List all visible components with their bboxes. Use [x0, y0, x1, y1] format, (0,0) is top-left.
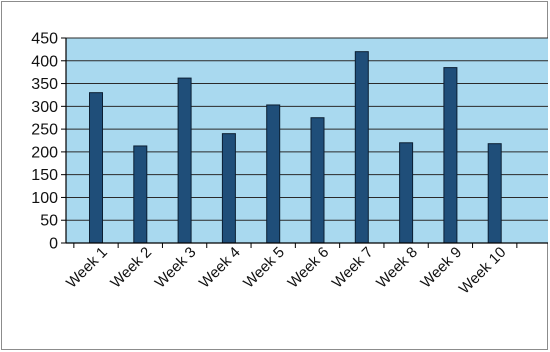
bar: [133, 145, 148, 244]
bar: [399, 142, 414, 244]
bar: [177, 77, 192, 244]
y-axis: 0 50 100 150 200 250 300 350 400 450: [31, 31, 67, 253]
bars: [89, 51, 502, 244]
gridlines: [66, 37, 548, 244]
y-tick-label: 250: [31, 122, 58, 139]
bar: [354, 51, 369, 244]
y-tick-label: 450: [31, 31, 58, 48]
y-tick-label: 300: [31, 99, 58, 116]
y-tick-label: 350: [31, 76, 58, 93]
y-tick-label: 100: [31, 190, 58, 207]
y-tick-label: 400: [31, 53, 58, 70]
bar: [266, 104, 281, 244]
bar: [487, 143, 502, 244]
bar: [89, 92, 103, 244]
y-tick-label: 0: [49, 236, 58, 253]
y-tick-label: 50: [40, 213, 58, 230]
bar: [443, 67, 458, 244]
bar: [221, 133, 236, 244]
y-tick-label: 200: [31, 144, 58, 161]
bar: [310, 117, 325, 244]
y-tick-label: 150: [31, 167, 58, 184]
